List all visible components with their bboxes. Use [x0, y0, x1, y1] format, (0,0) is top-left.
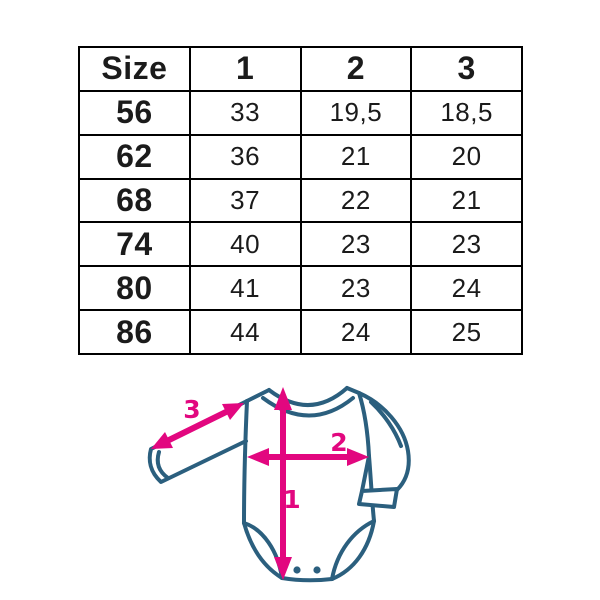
value-cell: 22	[299, 177, 413, 224]
bodysuit-measurement-diagram: 1 2 3	[95, 366, 495, 598]
measure-label-2: 2	[330, 428, 347, 457]
size-cell: 68	[78, 177, 191, 224]
measure-label-1: 1	[283, 485, 300, 514]
value-cell: 23	[299, 221, 413, 268]
col-header-1: 1	[188, 46, 302, 92]
value-cell: 36	[188, 133, 302, 180]
value-cell: 33	[188, 89, 302, 136]
size-cell: 62	[78, 133, 191, 180]
left-sleeve	[147, 399, 249, 484]
table-row: 80 41 23 24	[78, 265, 523, 312]
value-cell: 23	[410, 221, 523, 268]
value-cell: 24	[410, 265, 523, 312]
leg-openings	[242, 519, 376, 583]
table-header-row: Size 1 2 3	[78, 46, 523, 92]
snap-button-dot	[313, 566, 321, 574]
size-cell: 74	[78, 221, 191, 268]
arrow-body-length	[274, 387, 292, 580]
right-cuff-band	[357, 487, 399, 509]
arrow-chest-width	[247, 448, 369, 466]
value-cell: 40	[188, 221, 302, 268]
value-cell: 18,5	[410, 89, 523, 136]
arrow-sleeve-length	[151, 403, 244, 449]
right-sleeve	[357, 391, 411, 509]
value-cell: 37	[188, 177, 302, 224]
value-cell: 21	[299, 133, 413, 180]
value-cell: 44	[188, 309, 302, 355]
value-cell: 21	[410, 177, 523, 224]
value-cell: 24	[299, 309, 413, 355]
sleeve-fold-line	[369, 400, 403, 448]
size-cell: 56	[78, 89, 191, 136]
snap-button-dot	[293, 566, 301, 574]
left-cuff-band	[155, 450, 170, 480]
measure-label-3: 3	[183, 395, 200, 424]
table-row: 62 36 21 20	[78, 133, 523, 180]
table-row: 56 33 19,5 18,5	[78, 89, 523, 136]
value-cell: 25	[410, 309, 523, 355]
col-header-3: 3	[410, 46, 523, 92]
col-header-2: 2	[299, 46, 413, 92]
table-row: 74 40 23 23	[78, 221, 523, 268]
col-header-size: Size	[78, 46, 191, 92]
value-cell: 41	[188, 265, 302, 312]
size-cell: 80	[78, 265, 191, 312]
value-cell: 23	[299, 265, 413, 312]
neck-opening	[267, 386, 349, 407]
value-cell: 19,5	[299, 89, 413, 136]
table-row: 86 44 24 25	[78, 309, 523, 355]
size-cell: 86	[78, 309, 191, 355]
table-row: 68 37 22 21	[78, 177, 523, 224]
collar-band	[261, 396, 355, 418]
value-cell: 20	[410, 133, 523, 180]
size-table: Size 1 2 3 56 33 19,5 18,5 62 36 21 20 6…	[78, 46, 523, 355]
